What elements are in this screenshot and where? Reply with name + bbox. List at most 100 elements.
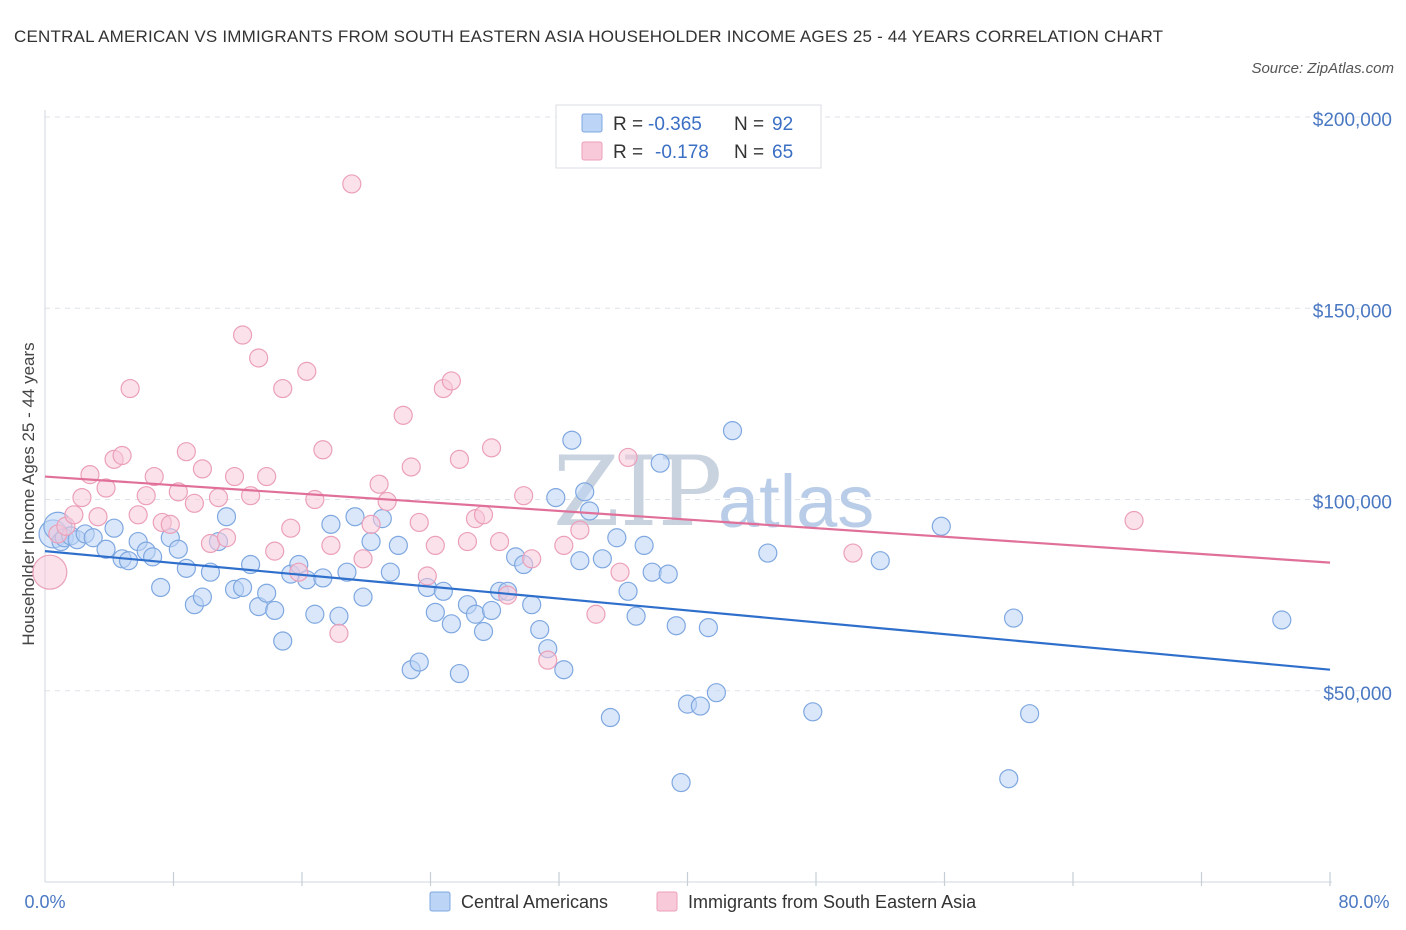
- point-central-americans: [151, 577, 171, 598]
- point-central-americans: [353, 587, 373, 607]
- legend-n-value-pink: 65: [772, 142, 793, 163]
- point-central-americans: [931, 516, 951, 536]
- source-credit: Source: ZipAtlas.com: [1251, 60, 1394, 77]
- point-southeast-asia: [168, 482, 188, 502]
- series-legend-label-pink: Immigrants from South Eastern Asia: [688, 892, 977, 912]
- point-southeast-asia: [249, 348, 269, 368]
- series-legend-swatch-pink: [656, 891, 678, 912]
- point-southeast-asia: [72, 487, 92, 508]
- point-southeast-asia: [377, 491, 397, 512]
- point-southeast-asia: [618, 447, 638, 468]
- point-southeast-asia: [457, 531, 478, 552]
- point-southeast-asia: [176, 442, 196, 462]
- point-southeast-asia: [417, 566, 437, 586]
- point-central-americans: [232, 577, 253, 598]
- point-central-americans: [118, 551, 139, 571]
- point-central-americans: [666, 616, 686, 636]
- point-southeast-asia: [297, 361, 317, 381]
- legend-r-label-blue: R = -0.365: [613, 114, 702, 135]
- point-central-americans: [473, 621, 494, 642]
- point-central-americans: [698, 618, 718, 638]
- point-southeast-asia: [321, 535, 341, 556]
- point-central-americans: [449, 663, 470, 684]
- point-southeast-asia: [514, 486, 534, 506]
- point-central-americans: [570, 551, 590, 571]
- point-southeast-asia: [425, 535, 445, 556]
- point-southeast-asia: [489, 531, 510, 552]
- point-central-americans: [554, 660, 574, 680]
- point-central-americans: [176, 558, 196, 578]
- y-tick-labels: $50,000 $100,000 $150,000 $200,000: [1313, 110, 1392, 705]
- stats-legend: R = -0.365 N = 92 R = -0.178 N = 65: [555, 104, 822, 169]
- point-central-americans: [441, 614, 461, 634]
- x-tick-label-max: 80.0%: [1338, 892, 1389, 912]
- point-central-americans: [592, 549, 612, 569]
- point-central-americans: [600, 707, 621, 728]
- point-southeast-asia: [313, 440, 333, 460]
- point-southeast-asia: [586, 604, 606, 624]
- legend-r-value-pink: -0.178: [655, 142, 709, 163]
- point-central-americans: [803, 702, 823, 722]
- point-southeast-asia: [522, 549, 542, 569]
- point-southeast-asia: [160, 514, 180, 534]
- point-central-americans: [380, 562, 400, 582]
- point-southeast-asia: [570, 520, 590, 540]
- point-central-americans: [345, 507, 365, 527]
- point-southeast-asia: [144, 466, 164, 487]
- point-central-americans: [273, 631, 293, 651]
- point-southeast-asia: [843, 543, 863, 563]
- legend-r-value-blue: -0.365: [648, 114, 702, 135]
- point-southeast-asia: [265, 541, 285, 561]
- point-central-americans: [1020, 704, 1040, 724]
- point-southeast-asia: [64, 505, 84, 525]
- point-southeast-asia: [184, 493, 204, 513]
- y-axis-label: Householder Income Ages 25 - 44 years: [19, 342, 38, 645]
- point-central-americans: [388, 535, 408, 556]
- point-southeast-asia: [232, 325, 253, 345]
- legend-n-value-blue: 92: [772, 114, 793, 135]
- y-tick-label: $50,000: [1323, 684, 1392, 705]
- point-southeast-asia: [342, 174, 362, 194]
- series-legend-label-blue: Central Americans: [461, 892, 608, 912]
- legend-swatch-blue: [581, 113, 603, 133]
- point-southeast-asia: [224, 466, 245, 487]
- point-southeast-asia: [361, 514, 381, 534]
- point-central-americans: [546, 487, 566, 508]
- gridlines: [45, 116, 1392, 692]
- point-central-americans: [522, 595, 542, 615]
- legend-n-label-blue: N = 92: [734, 114, 793, 135]
- watermark: ZIP atlas: [553, 436, 874, 548]
- point-southeast-asia: [329, 623, 349, 643]
- point-central-americans: [626, 606, 646, 626]
- point-southeast-asia: [441, 371, 461, 391]
- point-central-americans: [562, 430, 582, 450]
- point-central-americans: [104, 518, 124, 538]
- point-central-americans: [305, 604, 325, 624]
- point-southeast-asia: [401, 457, 421, 477]
- point-central-americans: [634, 535, 654, 556]
- point-southeast-asia: [538, 650, 558, 670]
- point-central-americans: [96, 539, 116, 559]
- legend-r-label-pink: R = -0.178: [613, 142, 709, 163]
- point-central-americans: [1003, 608, 1024, 628]
- point-central-americans: [758, 543, 778, 563]
- y-tick-label: $200,000: [1313, 110, 1392, 131]
- point-central-americans: [265, 600, 285, 621]
- point-southeast-asia: [112, 445, 132, 466]
- point-southeast-asia: [136, 486, 156, 506]
- point-central-americans: [337, 562, 357, 582]
- point-central-americans: [465, 604, 486, 624]
- point-central-americans: [607, 528, 627, 548]
- legend-n-label-pink: N = 65: [734, 142, 793, 163]
- point-central-americans: [168, 539, 188, 559]
- trendlines: [44, 475, 1331, 671]
- point-southeast-asia: [216, 528, 237, 548]
- point-central-americans: [642, 562, 662, 582]
- point-southeast-asia: [128, 505, 148, 525]
- point-southeast-asia: [369, 474, 389, 494]
- point-central-americans: [579, 501, 600, 521]
- point-central-americans: [257, 583, 277, 603]
- point-central-americans: [690, 696, 710, 716]
- point-central-americans: [618, 581, 638, 601]
